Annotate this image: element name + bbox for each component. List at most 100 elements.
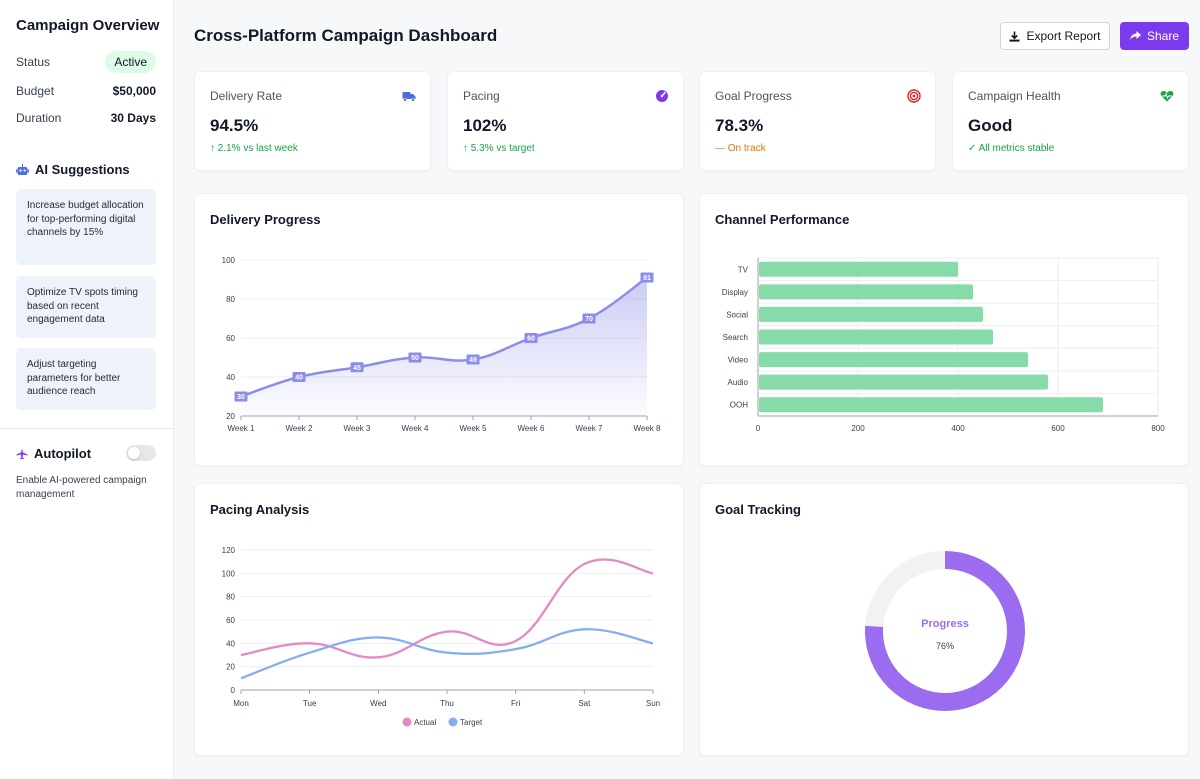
download-icon <box>1009 31 1020 42</box>
y-tick-label: 40 <box>226 373 235 382</box>
goal-tracking-title: Goal Tracking <box>715 502 801 517</box>
donut-center-label: Progress <box>921 618 969 630</box>
x-tick-label: Week 3 <box>344 424 372 433</box>
series-line-actual <box>240 558 654 659</box>
pacing-analysis-chart: 0 20 40 60 80 100 120 Mon Tue Wed Thu Fri Sat Sun Actu… <box>222 546 660 727</box>
delivery-progress-chart: 20 40 60 80 100 Week 1 Week 2 Week 3 Week 4 Week … <box>222 256 661 433</box>
truck-icon <box>402 92 416 102</box>
y-tick-label: Video <box>728 356 749 365</box>
legend-swatch-actual <box>402 717 412 727</box>
x-tick-label: 200 <box>851 424 865 433</box>
x-tick-label: Tue <box>303 699 317 708</box>
x-tick-label: Week 1 <box>228 424 256 433</box>
kpi-label: Campaign Health <box>968 89 1061 103</box>
goal-tracking-chart: Progress 76% <box>865 551 1025 711</box>
kpi-value: 102% <box>463 116 507 135</box>
x-tick-label: 800 <box>1151 424 1165 433</box>
x-tick-label: Week 6 <box>518 424 546 433</box>
share-button[interactable]: Share <box>1120 22 1189 50</box>
target-icon <box>907 89 921 103</box>
x-tick-label: Sun <box>646 699 660 708</box>
data-label: 50 <box>411 355 419 362</box>
gauge-icon <box>656 90 668 102</box>
plane-icon <box>16 448 28 459</box>
x-tick-label: Sat <box>578 699 591 708</box>
suggestion-card[interactable]: Optimize TV spots timing based on recent… <box>16 276 156 338</box>
kpi-card-campaign-health: Campaign Health Good ✓ All metrics stabl… <box>952 71 1189 171</box>
export-report-button[interactable]: Export Report <box>1000 22 1110 50</box>
x-tick-label: Wed <box>370 699 386 708</box>
kpi-change: ✓ All metrics stable <box>968 143 1055 154</box>
bar <box>759 329 993 345</box>
data-label: 45 <box>353 365 361 372</box>
y-tick-label: OOH <box>730 401 748 410</box>
page-title: Cross-Platform Campaign Dashboard <box>194 26 498 45</box>
kpi-label: Delivery Rate <box>210 89 283 103</box>
y-tick-label: Search <box>723 333 748 342</box>
robot-icon <box>16 163 29 175</box>
ai-suggestions-heading: AI Suggestions <box>16 162 130 177</box>
kpi-change: ↑ 5.3% vs target <box>463 143 535 154</box>
status-label: Status <box>16 55 51 69</box>
x-tick-label: Fri <box>511 699 521 708</box>
data-point <box>350 362 364 373</box>
duration-row: Duration 30 Days <box>16 107 156 129</box>
y-tick-label: 80 <box>226 593 235 602</box>
ai-suggestions-title: AI Suggestions <box>35 162 130 177</box>
bar <box>759 306 983 322</box>
bar <box>759 374 1048 390</box>
sidebar-title: Campaign Overview <box>16 17 160 34</box>
data-point <box>234 391 248 402</box>
x-tick-label: 400 <box>951 424 965 433</box>
y-tick-label: 80 <box>226 295 235 304</box>
series-line-target <box>240 628 654 680</box>
legend-swatch-target <box>448 717 458 727</box>
data-label: 70 <box>585 316 593 323</box>
y-tick-label: 100 <box>222 569 236 578</box>
y-tick-label: 0 <box>231 686 236 695</box>
data-point <box>292 372 306 382</box>
bar <box>759 261 958 277</box>
data-point <box>524 333 538 343</box>
channel-performance-chart: 0 200 400 600 800 TV Display Social Search Video A… <box>722 257 1165 433</box>
heartbeat-icon <box>1160 91 1174 102</box>
bar <box>759 284 973 300</box>
donut-progress-arc <box>865 551 1025 711</box>
x-tick-label: Week 4 <box>402 424 430 433</box>
data-label: 30 <box>237 394 245 401</box>
data-point <box>582 313 596 324</box>
y-tick-label: 60 <box>226 616 235 625</box>
share-icon <box>1129 31 1141 40</box>
legend-label-actual: Actual <box>414 718 436 727</box>
y-tick-label: 20 <box>226 412 235 421</box>
suggestion-card[interactable]: Adjust targeting parameters for better a… <box>16 348 156 410</box>
pacing-analysis-title: Pacing Analysis <box>210 502 310 517</box>
y-tick-label: 120 <box>222 546 236 555</box>
autopilot-heading: Autopilot <box>16 446 91 461</box>
kpi-value: 94.5% <box>210 116 259 135</box>
data-point <box>640 272 654 283</box>
kpi-card-pacing: Pacing 102% ↑ 5.3% vs target <box>447 71 684 171</box>
data-label: 60 <box>527 336 535 343</box>
y-tick-label: Social <box>726 310 748 319</box>
kpi-change: — On track <box>715 143 766 154</box>
x-tick-label: Week 7 <box>576 424 604 433</box>
suggestion-card[interactable]: Increase budget allocation for top-perfo… <box>16 189 156 265</box>
delivery-area <box>241 277 647 416</box>
kpi-card-delivery-rate: Delivery Rate 94.5% ↑ 2.1% vs last week <box>194 71 431 171</box>
sidebar-divider <box>0 428 173 429</box>
kpi-change: ↑ 2.1% vs last week <box>210 143 298 154</box>
x-tick-label: Thu <box>440 699 454 708</box>
donut-center-value: 76% <box>936 641 954 651</box>
export-report-label: Export Report <box>1026 29 1101 43</box>
status-row: Status Active <box>16 51 156 73</box>
x-tick-label: Week 2 <box>286 424 314 433</box>
x-tick-label: 600 <box>1051 424 1065 433</box>
data-point <box>408 352 422 363</box>
autopilot-toggle[interactable] <box>126 445 156 461</box>
kpi-label: Goal Progress <box>715 89 792 103</box>
kpi-value: 78.3% <box>715 116 764 135</box>
autopilot-description: Enable AI-powered campaign management <box>16 475 147 500</box>
goal-tracking-card: Goal Tracking Progress 76% <box>699 483 1189 756</box>
autopilot-title: Autopilot <box>34 446 92 461</box>
